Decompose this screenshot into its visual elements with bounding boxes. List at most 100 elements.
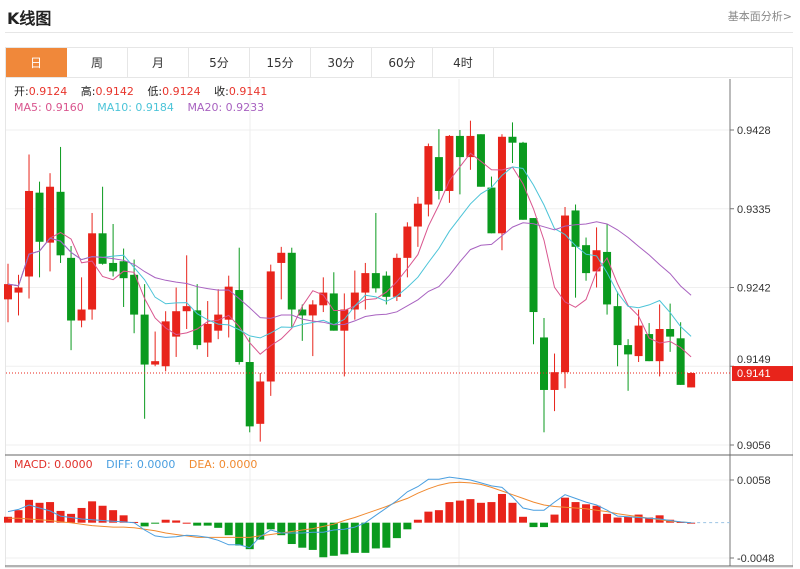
- macd-bar: [46, 502, 55, 523]
- ma10-legend: MA10: 0.9184: [97, 101, 174, 114]
- macd-bar: [35, 502, 44, 523]
- candle: [550, 353, 559, 412]
- candle: [455, 130, 464, 195]
- macd-bar: [25, 499, 34, 523]
- macd-bar: [14, 510, 23, 523]
- candle-body: [161, 321, 170, 367]
- macd-bar: [329, 522, 338, 556]
- candle-body: [329, 293, 338, 331]
- candle: [77, 277, 86, 328]
- candle: [518, 141, 527, 220]
- candle: [508, 122, 517, 164]
- candle-body: [529, 218, 538, 313]
- macd-bar: [561, 497, 570, 523]
- dea-legend-value: DEA: 0.0000: [188, 458, 258, 471]
- macd-bar: [508, 502, 517, 523]
- macd-bar: [109, 510, 118, 523]
- candle-body: [634, 325, 643, 357]
- candle: [392, 253, 401, 302]
- candle-body: [77, 309, 86, 321]
- candle-body: [350, 292, 359, 310]
- macd-bar: [88, 501, 97, 523]
- candle-body: [466, 135, 475, 158]
- macd-bar: [645, 517, 654, 523]
- macd-bar: [455, 500, 464, 523]
- candle: [266, 264, 275, 396]
- macd-bar: [140, 522, 149, 527]
- candle-body: [193, 310, 202, 346]
- macd-bar: [518, 516, 527, 523]
- tab-60min[interactable]: 60分: [372, 48, 433, 77]
- macd-bar: [245, 522, 254, 550]
- tab-30min[interactable]: 30分: [311, 48, 372, 77]
- macd-bar: [582, 504, 591, 523]
- candle: [298, 304, 307, 341]
- macd-bar: [371, 522, 380, 549]
- candle: [25, 154, 34, 299]
- candle-body: [645, 334, 654, 362]
- candle-body: [88, 233, 97, 310]
- candle-body: [508, 136, 517, 143]
- open-value: 0.9124: [28, 85, 68, 98]
- candle: [182, 255, 191, 329]
- fundamental-analysis-link[interactable]: 基本面分析>: [727, 10, 792, 23]
- macd-bar: [382, 522, 391, 548]
- candle-body: [203, 323, 212, 343]
- candle: [193, 284, 202, 350]
- tab-5min[interactable]: 5分: [189, 48, 250, 77]
- tab-4hour[interactable]: 4时: [433, 48, 494, 77]
- tab-month[interactable]: 月: [128, 48, 189, 77]
- candle: [14, 274, 23, 316]
- macd-bar: [193, 522, 202, 526]
- ma20-legend: MA20: 0.9233: [187, 101, 265, 114]
- macd-bar: [487, 502, 496, 523]
- candle-body: [98, 233, 107, 264]
- candle: [35, 181, 44, 278]
- macd-bar: [603, 513, 612, 523]
- candle-body: [140, 314, 149, 365]
- candle-body: [340, 309, 349, 331]
- candle-body: [518, 142, 527, 220]
- macd-tick-label: -0.0048: [737, 553, 774, 565]
- close-label: 收:: [214, 85, 229, 98]
- candle-body: [119, 261, 128, 279]
- candle-body: [172, 311, 181, 337]
- close-value: 0.9141: [228, 85, 268, 98]
- macd-bar: [235, 522, 244, 546]
- candle-body: [319, 292, 328, 306]
- macd-bar: [497, 493, 506, 523]
- candle: [4, 263, 12, 323]
- candle-body: [277, 252, 286, 263]
- tab-day[interactable]: 日: [6, 48, 67, 77]
- y-tick-label: 0.9428: [737, 125, 771, 137]
- ohlc-legend: 开:0.9124 高:0.9142 低:0.9124 收:0.9141: [14, 85, 267, 98]
- candle: [340, 293, 349, 377]
- candle: [287, 247, 296, 328]
- macd-bar: [319, 522, 328, 558]
- macd-bar: [172, 520, 181, 523]
- macd-bar: [266, 522, 275, 530]
- dea-line: [8, 481, 692, 538]
- candle: [582, 237, 591, 281]
- tab-week[interactable]: 周: [67, 48, 128, 77]
- candle-body: [109, 262, 118, 272]
- tab-15min[interactable]: 15分: [250, 48, 311, 77]
- candle: [476, 134, 485, 187]
- macd-bar: [624, 516, 633, 523]
- macd-bar: [571, 502, 580, 523]
- macd-bar: [413, 519, 422, 523]
- y-tick-label: 0.9242: [737, 283, 771, 295]
- candle-body: [487, 187, 496, 234]
- candle: [277, 246, 286, 300]
- macd-bar: [476, 502, 485, 523]
- ma20-line: [7, 221, 692, 326]
- ma5-legend: MA5: 0.9160: [14, 101, 84, 114]
- divider: [5, 32, 793, 33]
- macd-bar: [361, 522, 370, 553]
- candle: [224, 275, 233, 338]
- candle-body: [14, 287, 23, 293]
- open-label: 开:: [14, 85, 29, 98]
- macd-bar: [298, 522, 307, 548]
- candle-body: [392, 257, 401, 297]
